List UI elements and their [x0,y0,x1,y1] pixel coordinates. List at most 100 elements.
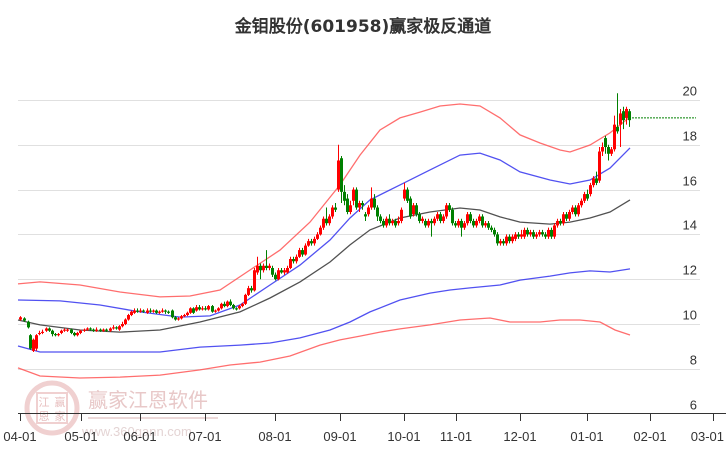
candle [142,309,145,313]
candle [403,182,406,201]
candle [553,223,556,239]
candle [481,214,484,228]
candle [60,329,63,335]
candle [244,293,247,305]
candle [619,108,622,148]
candle [99,328,102,332]
candle [238,304,241,310]
candle [139,308,142,313]
candle [73,331,76,337]
candle [45,327,48,332]
candle [313,236,316,246]
candle [27,320,30,329]
band-lower_inner [17,268,631,353]
candle [478,214,481,224]
candle [622,106,625,130]
candle [589,182,592,197]
candle [409,196,412,219]
candle [89,327,92,331]
candle [180,315,183,320]
candle [183,313,186,318]
x-tick-label: 02-01 [633,429,666,444]
candle [628,108,631,127]
candle [469,212,472,224]
candle [547,227,550,239]
candle [328,214,331,226]
x-tick-label: 01-01 [570,429,603,444]
seal-char: 赢 [55,395,66,409]
candle [286,265,289,274]
candle [304,243,307,256]
x-tick-label: 03-01 [691,429,724,444]
band-lower_outer [17,317,631,379]
candle [412,203,415,217]
candle [457,218,460,228]
seal-char: 恩 [39,410,50,423]
candle [601,142,604,156]
candle [235,307,238,311]
candle [439,212,442,224]
candle [133,308,136,314]
x-tick-label: 05-01 [64,429,97,444]
candle [604,135,607,154]
seal-char: 江 [39,396,50,409]
candle [421,216,424,224]
candlesticks [19,93,631,352]
candle [607,144,610,161]
candle [226,300,229,308]
candle [29,334,32,350]
candle [76,331,79,337]
candle [532,229,535,239]
candle [418,212,421,224]
candle [109,327,112,332]
candle [364,212,367,221]
candle [307,238,310,247]
candle [595,171,598,186]
candle [316,232,319,240]
candle [289,256,292,270]
candle [475,218,478,228]
candle [565,212,568,221]
candle [259,263,262,280]
y-tick-label: 6 [690,398,697,413]
candle [265,250,268,271]
candle [442,214,445,224]
y-tick-label: 8 [690,353,697,368]
candle [177,317,180,321]
candle [406,187,409,204]
candle [152,309,155,313]
y-tick-label: 14 [683,218,697,233]
candle [592,176,595,188]
candle [204,306,207,311]
candle [186,311,189,317]
candle [490,225,493,233]
candle [451,207,454,226]
candle [562,212,565,226]
candle [343,185,346,206]
candle [400,207,403,224]
candle [523,227,526,239]
candle [559,218,562,226]
candle [92,328,95,332]
candle [376,205,379,221]
candle [41,329,44,335]
candle [544,232,547,239]
seal-char: 家 [55,409,66,423]
candle [550,227,553,239]
candle [262,263,265,273]
x-tick-label: 07-01 [188,429,221,444]
candle [79,329,82,335]
x-tick-label: 06-01 [123,429,156,444]
candle [121,321,124,328]
candle [397,216,400,226]
candle [463,220,466,230]
candle [466,212,469,226]
candle [520,229,523,239]
candle [155,309,158,314]
candle [448,203,451,212]
candle [271,265,274,277]
candle [325,207,328,226]
candle [331,205,334,219]
candle [370,187,373,210]
